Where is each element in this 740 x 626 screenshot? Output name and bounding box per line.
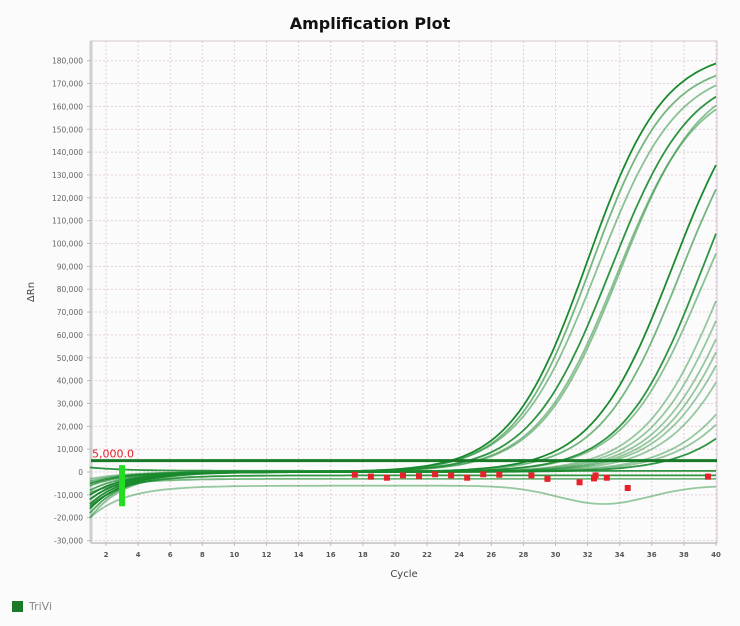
- ct-marker: [367, 473, 374, 480]
- x-tick-label: 30: [551, 551, 561, 559]
- ct-marker: [576, 479, 583, 486]
- ct-marker: [448, 472, 455, 479]
- y-tick-label: -30,000: [54, 537, 83, 546]
- y-tick-label: 100,000: [52, 240, 83, 249]
- x-tick-label: 14: [294, 551, 304, 559]
- x-tick-label: 32: [583, 551, 593, 559]
- threshold-label: 5,000.0: [92, 448, 134, 461]
- x-tick-label: 26: [486, 551, 496, 559]
- ct-marker: [603, 474, 610, 481]
- ct-marker: [704, 473, 711, 480]
- y-tick-label: 180,000: [52, 57, 83, 66]
- amplification-curve: [89, 74, 717, 501]
- x-tick-label: 10: [230, 551, 240, 559]
- ct-marker: [383, 474, 390, 481]
- y-tick-label: 70,000: [57, 308, 83, 317]
- amplification-curve: [89, 437, 717, 485]
- y-tick-label: 140,000: [52, 148, 83, 157]
- threshold-line[interactable]: 5,000.0: [91, 448, 717, 463]
- legend: TriVi: [12, 600, 52, 613]
- amplification-curve: [89, 466, 716, 472]
- y-tick-label: 170,000: [52, 80, 83, 89]
- y-tick-label: 160,000: [52, 102, 83, 111]
- legend-swatch: [12, 601, 23, 612]
- x-tick-label: 22: [422, 551, 432, 559]
- y-tick-label: 80,000: [57, 285, 83, 294]
- y-tick-label: 60,000: [57, 331, 83, 340]
- x-tick-label: 20: [390, 551, 400, 559]
- y-tick-label: 0: [78, 468, 83, 477]
- amplification-curve: [89, 484, 717, 519]
- y-tick-label: 120,000: [52, 194, 83, 203]
- y-tick-label: 50,000: [57, 354, 83, 363]
- y-tick-label: -20,000: [54, 514, 83, 523]
- x-tick-label: 6: [168, 551, 173, 559]
- y-tick-label: 20,000: [57, 422, 83, 431]
- x-axis-ticks: 2 4 6 8 10 12 14 16 18 20 22 24 26 28 30 32 34 36 38 40: [104, 543, 721, 559]
- x-tick-label: 8: [200, 551, 205, 559]
- x-tick-label: 40: [711, 551, 721, 559]
- x-axis-label: Cycle: [390, 569, 417, 580]
- y-tick-label: 10,000: [57, 445, 83, 454]
- x-tick-label: 34: [615, 551, 625, 559]
- x-tick-label: 18: [358, 551, 368, 559]
- amplification-curve: [89, 95, 717, 505]
- y-tick-label: 40,000: [57, 377, 83, 386]
- y-tick-label: 30,000: [57, 399, 83, 408]
- x-tick-label: 16: [326, 551, 336, 559]
- amplification-curve: [89, 84, 717, 492]
- x-tick-label: 24: [454, 551, 464, 559]
- y-tick-label: 130,000: [52, 171, 83, 180]
- amplification-curves: [89, 62, 717, 519]
- amplification-curve: [89, 108, 717, 487]
- ct-marker: [624, 484, 631, 491]
- amplification-curve: [89, 477, 716, 494]
- x-tick-label: 12: [262, 551, 272, 559]
- ct-marker: [591, 475, 597, 482]
- y-tick-label: -10,000: [54, 491, 83, 500]
- chart-title: Amplification Plot: [289, 14, 451, 33]
- amplification-curve: [89, 62, 717, 510]
- y-axis-ticks: 180,000 170,000 160,000 150,000 140,000 130,0…: [52, 57, 91, 546]
- x-tick-label: 28: [518, 551, 528, 559]
- ct-marker: [416, 473, 423, 480]
- ct-markers: [351, 471, 711, 491]
- baseline-marker[interactable]: [119, 465, 126, 507]
- ct-marker: [351, 471, 358, 478]
- y-tick-label: 110,000: [52, 217, 83, 226]
- y-tick-label: 90,000: [57, 262, 83, 271]
- ct-marker: [496, 471, 503, 478]
- y-axis-label: ΔRn: [26, 282, 37, 302]
- x-tick-label: 38: [679, 551, 689, 559]
- legend-label: TriVi: [29, 600, 53, 613]
- x-tick-label: 2: [104, 551, 109, 559]
- ct-marker: [432, 471, 439, 478]
- ct-marker: [480, 471, 487, 478]
- y-tick-label: 150,000: [52, 125, 83, 134]
- ct-marker: [544, 475, 551, 482]
- x-tick-label: 4: [136, 551, 141, 559]
- ct-marker: [399, 472, 406, 479]
- x-tick-label: 36: [647, 551, 657, 559]
- ct-marker: [464, 474, 471, 481]
- ct-marker: [528, 472, 535, 479]
